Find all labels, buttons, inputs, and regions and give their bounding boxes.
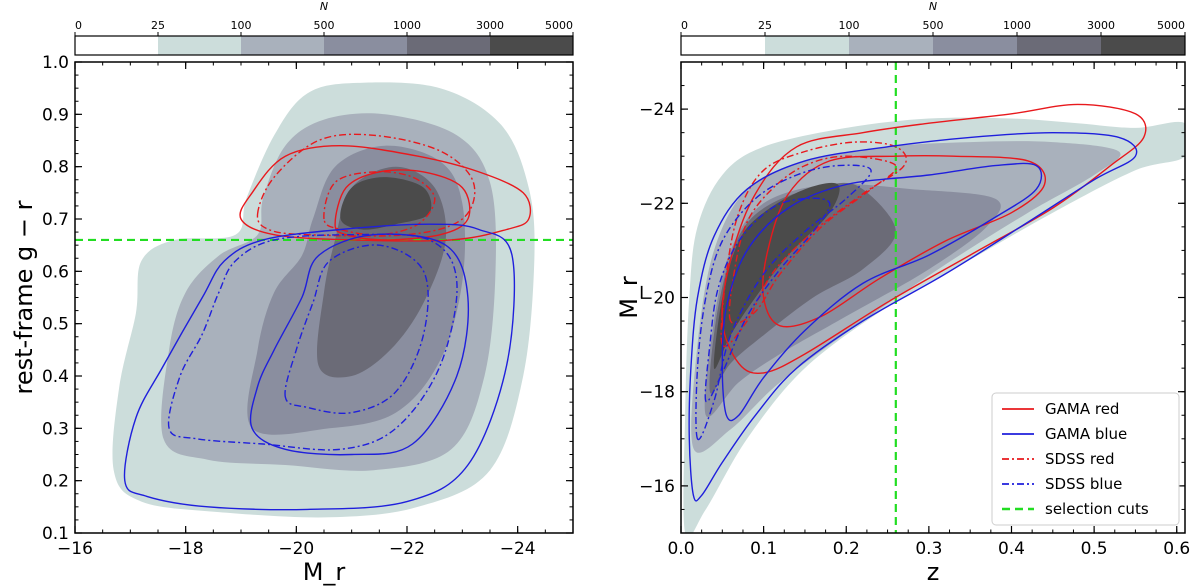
legend-label: SDSS blue — [1045, 475, 1122, 493]
y-tick-label: 0.2 — [42, 472, 69, 492]
y-tick-label: 0.9 — [42, 105, 69, 125]
x-tick-label: 0.1 — [750, 539, 777, 559]
legend-label: GAMA red — [1045, 400, 1119, 418]
density-region-level-5 — [340, 177, 432, 230]
x-tick-label: −22 — [389, 539, 425, 559]
colorbar-tick-label: 3000 — [476, 19, 504, 32]
contour-gama-blue-outer — [123, 223, 516, 511]
y-tick-label: 0.3 — [42, 419, 69, 439]
legend-label: SDSS red — [1045, 450, 1114, 468]
plot-area — [681, 62, 1185, 533]
legend-label: GAMA blue — [1045, 425, 1127, 443]
colorbar-title: N — [929, 0, 937, 13]
colorbar-segment — [490, 36, 573, 55]
y-tick-label: 0.5 — [42, 315, 69, 335]
y-tick-label: 0.1 — [42, 524, 69, 544]
contour-gama-red-outer — [239, 144, 532, 242]
contour-sdss-red-inner — [323, 170, 436, 236]
x-tick-label: 0.5 — [1081, 539, 1108, 559]
colorbar-segment — [849, 36, 933, 55]
colorbar-tick-label: 25 — [151, 19, 165, 32]
y-tick-label: 0.6 — [42, 262, 69, 282]
x-axis-title: z — [927, 558, 940, 586]
y-axis-title: rest-frame g − r — [10, 200, 38, 394]
colorbar-segment — [765, 36, 849, 55]
colorbar-tick-label: 500 — [923, 19, 944, 32]
y-tick-label: −22 — [639, 194, 675, 214]
y-tick-label: −18 — [639, 383, 675, 403]
legend: GAMA red GAMA blue SDSS red SDSS blue select… — [991, 392, 1180, 526]
legend-label: selection cuts — [1045, 500, 1149, 518]
x-tick-label: 0.3 — [915, 539, 942, 559]
colorbar-tick-label: 25 — [758, 19, 772, 32]
colorbar-segment — [681, 36, 765, 55]
colorbar-1: 0 25 100 500 1000 3000 5000 N — [74, 0, 574, 56]
y-tick-label: −20 — [639, 289, 675, 309]
contour-gama-blue-inner — [249, 233, 469, 456]
colorbar-title: N — [320, 0, 328, 13]
colorbar-tick-label: 1000 — [1003, 19, 1031, 32]
colorbar-segment — [158, 36, 241, 55]
colorbar-segment — [407, 36, 490, 55]
y-tick-label: 0.4 — [42, 367, 69, 387]
chart-panel-2: 0.0 0.1 0.2 0.3 0.4 0.5 0.6 −16 −18 −20 −22 −24 z M_r… — [615, 61, 1190, 586]
colorbar-segment — [241, 36, 324, 55]
chart-panel-1: −16 −18 −20 −22 −24 0.1 0.2 0.3 0.4 0.5 0.6 0.7 0.8 0… — [10, 53, 574, 586]
contour-gama-blue-outer — [688, 131, 1138, 502]
colorbar-segment — [1017, 36, 1101, 55]
x-tick-label: −18 — [168, 539, 204, 559]
x-tick-label: −24 — [500, 539, 536, 559]
contour-sdss-blue-outer — [695, 164, 872, 441]
colorbar-tick-label: 3000 — [1087, 19, 1115, 32]
y-tick-label: 0.8 — [42, 158, 69, 178]
contour-sdss-red-outer — [720, 141, 907, 348]
colorbar-tick-label: 100 — [231, 19, 252, 32]
x-tick-label: −20 — [278, 539, 314, 559]
colorbar-tick-label: 5000 — [1157, 19, 1185, 32]
y-tick-label: −24 — [639, 100, 675, 120]
contour-gama-red-outer — [721, 103, 1147, 374]
x-tick-label: 0.0 — [667, 539, 694, 559]
colorbar-segment — [324, 36, 407, 55]
contour-gama-blue-inner — [721, 162, 1043, 422]
colorbar-segment — [75, 36, 158, 55]
y-axis-title: M_r — [615, 276, 643, 319]
colorbar-tick-label: 1000 — [393, 19, 421, 32]
contour-gama-red-inner — [334, 169, 471, 241]
x-tick-label: 0.6 — [1163, 539, 1190, 559]
colorbar-tick-label: 500 — [314, 19, 335, 32]
y-tick-label: 0.7 — [42, 210, 69, 230]
x-tick-label: 0.2 — [833, 539, 860, 559]
legend-box — [991, 392, 1180, 526]
colorbar-segment — [1101, 36, 1185, 55]
plot-area — [75, 62, 573, 533]
x-tick-label: 0.4 — [998, 539, 1025, 559]
contour-sdss-blue-outer — [167, 233, 458, 451]
contour-sdss-blue-inner — [284, 244, 429, 414]
x-tick-label: −16 — [57, 539, 93, 559]
y-tick-label: −16 — [639, 477, 675, 497]
contour-sdss-red-inner — [728, 155, 898, 325]
colorbar-tick-label: 100 — [839, 19, 860, 32]
colorbar-tick-label: 5000 — [545, 19, 573, 32]
y-tick-label: 1.0 — [42, 53, 69, 73]
colorbar-tick-label: 0 — [75, 19, 82, 32]
contour-gama-red-inner — [762, 154, 1046, 328]
colorbar-2: 0 25 100 500 1000 3000 5000 N — [680, 0, 1186, 56]
x-axis-title: M_r — [303, 558, 346, 586]
colorbar-tick-label: 0 — [681, 19, 688, 32]
contour-sdss-blue-inner — [704, 197, 831, 403]
colorbar-segment — [933, 36, 1017, 55]
